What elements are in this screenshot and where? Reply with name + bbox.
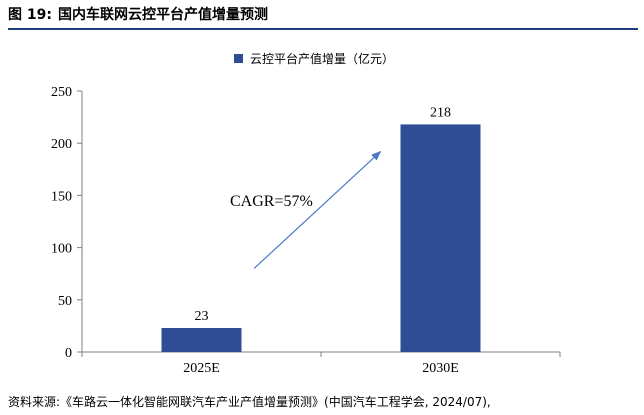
annotation: CAGR=57% [230,150,382,269]
y-axis: 0 50 100 150 200 250 [51,85,83,361]
data-label-2030E: 218 [430,105,451,120]
figure-title-text: 国内车联网云控平台产值增量预测 [57,7,268,23]
y-tick-label: 150 [51,189,72,204]
x-tick-label: 2025E [183,361,220,376]
cagr-arrow [253,150,382,269]
legend-label: 云控平台产值增量（亿元） [250,51,394,66]
y-tick-label: 250 [51,85,72,100]
y-tick-label: 50 [58,294,72,309]
figure-number: 图 19: [8,7,52,23]
bar-2030E [400,124,481,353]
legend-swatch [234,54,243,63]
source-note: 资料来源:《车路云一体化智能网联汽车产业产值增量预测》(中国汽车工程学会, 20… [8,395,491,409]
y-tick-label: 0 [65,346,72,361]
data-label-2025E: 23 [195,309,209,324]
bar-2025E [161,327,242,352]
bars: 23 218 [161,105,481,353]
x-axis: 2025E 2030E [81,351,561,376]
y-tick-label: 100 [51,242,72,257]
x-tick-label: 2030E [422,361,459,376]
cagr-label: CAGR=57% [230,193,313,210]
y-tick-label: 200 [51,137,72,152]
figure-title: 图 19: 国内车联网云控平台产值增量预测 [8,4,638,30]
